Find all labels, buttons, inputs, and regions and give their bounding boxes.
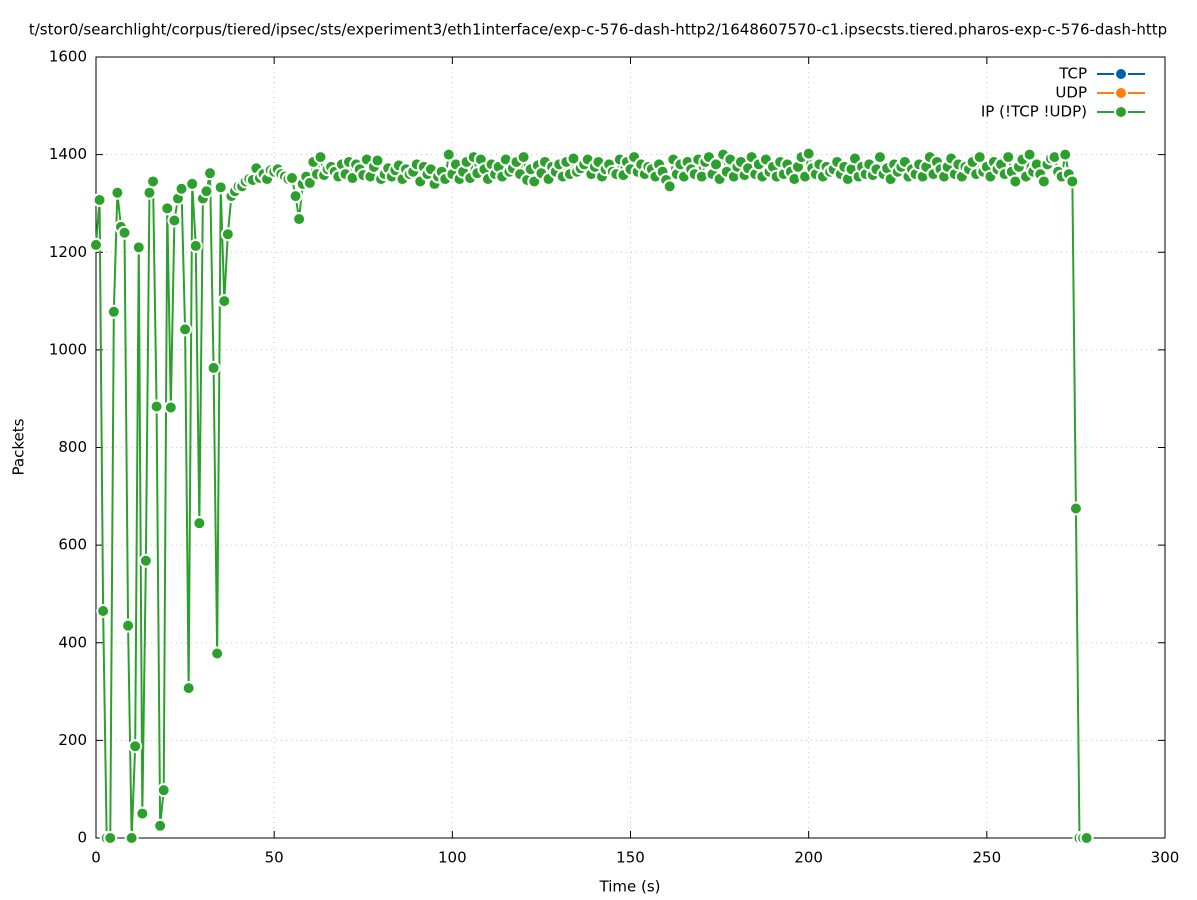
data-point (1068, 501, 1083, 516)
data-point (662, 179, 677, 194)
data-point (284, 171, 299, 186)
y-tick-label: 1000 (49, 340, 87, 358)
data-point (142, 185, 157, 200)
x-tick-label: 250 (973, 849, 1002, 867)
data-point (1001, 150, 1016, 165)
data-point (370, 153, 385, 168)
data-point (1022, 147, 1037, 162)
data-point (153, 818, 168, 833)
data-point (192, 516, 207, 531)
data-point (203, 166, 218, 181)
x-tick-label: 100 (438, 849, 467, 867)
data-point (121, 618, 136, 633)
data-point (128, 739, 143, 754)
x-tick-label: 200 (794, 849, 823, 867)
y-tick-label: 1600 (49, 48, 87, 66)
data-point (516, 150, 531, 165)
data-point (89, 237, 103, 252)
data-point (138, 553, 153, 568)
legend-marker (1114, 105, 1128, 119)
data-point (217, 294, 232, 309)
data-point (185, 176, 200, 191)
data-point (188, 238, 203, 253)
y-tick-label: 400 (58, 633, 87, 651)
y-tick-label: 1200 (49, 243, 87, 261)
data-point (156, 783, 171, 798)
data-point (146, 174, 161, 189)
data-point (313, 150, 328, 165)
data-point (302, 175, 317, 190)
data-point (178, 322, 193, 337)
data-point (110, 185, 125, 200)
data-point (149, 399, 164, 414)
data-point (199, 184, 214, 199)
data-point (103, 831, 118, 845)
data-point (292, 212, 307, 227)
legend-label: UDP (1055, 84, 1087, 102)
data-point (441, 147, 456, 162)
data-point (163, 400, 178, 415)
data-point (1058, 147, 1073, 162)
legend-label: IP (!TCP !UDP) (981, 103, 1087, 121)
y-tick-label: 800 (58, 438, 87, 456)
data-point (1065, 174, 1080, 189)
data-point (206, 360, 221, 375)
data-point (1036, 174, 1051, 189)
y-tick-label: 200 (58, 731, 87, 749)
data-point (213, 180, 228, 195)
x-tick-label: 0 (91, 849, 101, 867)
x-tick-label: 150 (616, 849, 645, 867)
data-point (801, 146, 816, 161)
data-point (210, 646, 225, 661)
x-axis-label: Time (s) (599, 878, 661, 896)
y-axis-label: Packets (10, 418, 28, 475)
data-point (288, 189, 303, 204)
data-point (131, 240, 146, 255)
data-point (220, 227, 235, 242)
plot-border (95, 56, 1166, 839)
chart-title: t/stor0/searchlight/corpus/tiered/ipsec/… (29, 21, 1167, 39)
data-point (106, 304, 121, 319)
data-point (92, 193, 107, 208)
data-point (167, 213, 182, 228)
y-tick-label: 600 (58, 536, 87, 554)
data-point (872, 150, 887, 165)
y-tick-label: 1400 (49, 145, 87, 163)
data-point (96, 604, 111, 619)
data-point (709, 157, 724, 172)
y-tick-label: 0 (77, 829, 87, 847)
x-tick-label: 300 (1151, 849, 1180, 867)
legend-label: TCP (1058, 65, 1087, 83)
x-tick-label: 50 (265, 849, 284, 867)
data-point (181, 681, 196, 696)
legend-marker (1114, 86, 1128, 100)
data-point (124, 831, 139, 845)
data-point (566, 151, 581, 166)
data-point (972, 150, 987, 165)
data-point (1079, 831, 1094, 845)
legend-marker (1114, 67, 1128, 81)
data-point (117, 225, 132, 240)
data-point (160, 201, 175, 216)
data-point (135, 806, 150, 821)
